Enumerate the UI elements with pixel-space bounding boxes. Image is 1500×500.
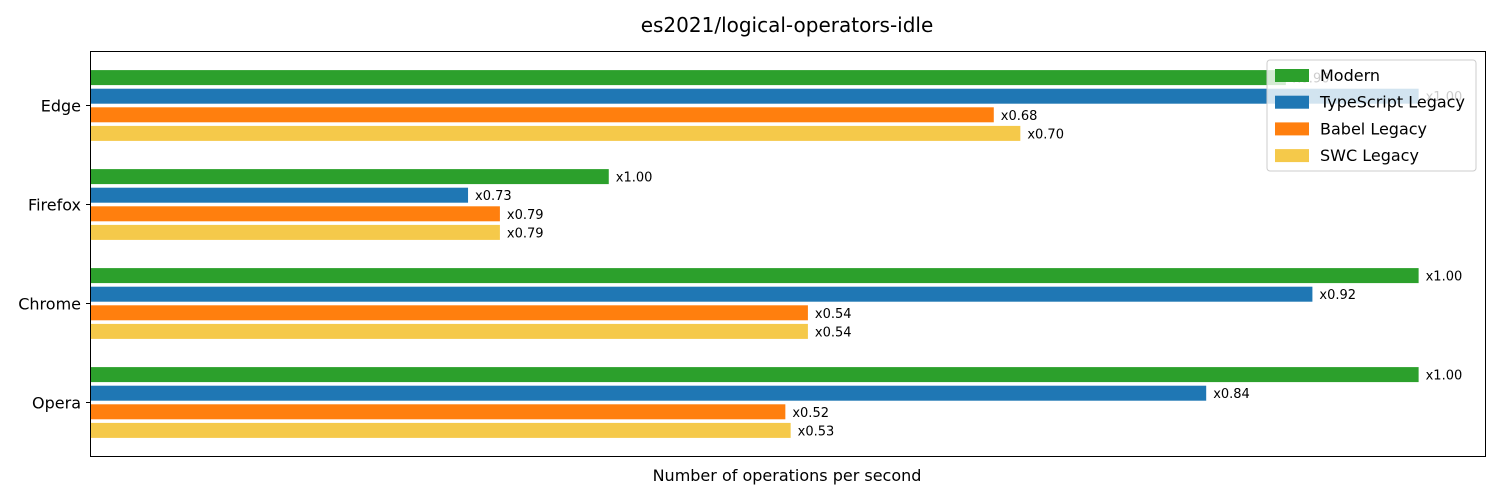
plot-area: Edgex0.90x1.00x0.68x0.70Firefoxx1.00x0.7… [18,70,1462,439]
bar-value-label: x0.52 [792,406,829,421]
plot-frame [90,51,1486,457]
legend-label: SWC Legacy [1320,146,1419,165]
y-tick-label: Firefox [28,196,81,215]
x-axis-label: Number of operations per second [653,466,922,485]
bar-value-label: x1.00 [1426,270,1463,285]
legend-label: Babel Legacy [1320,119,1427,138]
legend: Modern TypeScript Legacy Babel Legacy SWC L… [1266,59,1477,172]
legend-label: Modern [1320,66,1380,85]
bar [91,367,1419,383]
bar [91,187,469,203]
bar [91,125,1021,141]
bar [91,169,609,185]
bar-value-label: x0.53 [798,424,835,439]
bar-value-label: x1.00 [1426,369,1463,384]
bar-value-label: x0.54 [815,325,852,340]
bar-value-label: x0.73 [475,189,512,204]
bar [91,206,500,222]
bar [91,385,1207,401]
bar-value-label: x0.68 [1001,109,1038,124]
bar-value-label: x0.70 [1027,127,1064,142]
bar [91,305,808,321]
legend-label: TypeScript Legacy [1319,93,1465,112]
y-tick-label: Edge [41,97,81,116]
bar [91,286,1313,302]
bar [91,88,1419,104]
bar [91,70,1286,86]
bar-value-label: x0.84 [1213,387,1250,402]
bar [91,323,808,339]
bar-value-label: x0.92 [1319,288,1356,303]
y-tick-label: Chrome [18,295,81,314]
bar [91,224,500,240]
legend-box [1266,59,1477,172]
bar [91,422,791,438]
legend-swatch [1275,95,1309,109]
bar [91,107,994,123]
bar-value-label: x0.79 [507,208,544,223]
bar-value-label: x0.79 [507,226,544,241]
chart-title: es2021/logical-operators-idle [641,13,934,37]
bar-value-label: x1.00 [616,171,653,186]
y-tick-label: Opera [32,394,81,413]
legend-swatch [1275,149,1309,163]
bar [91,404,786,420]
legend-swatch [1275,69,1309,82]
bar-value-label: x0.54 [815,307,852,322]
legend-swatch [1275,122,1309,136]
bar [91,268,1419,284]
